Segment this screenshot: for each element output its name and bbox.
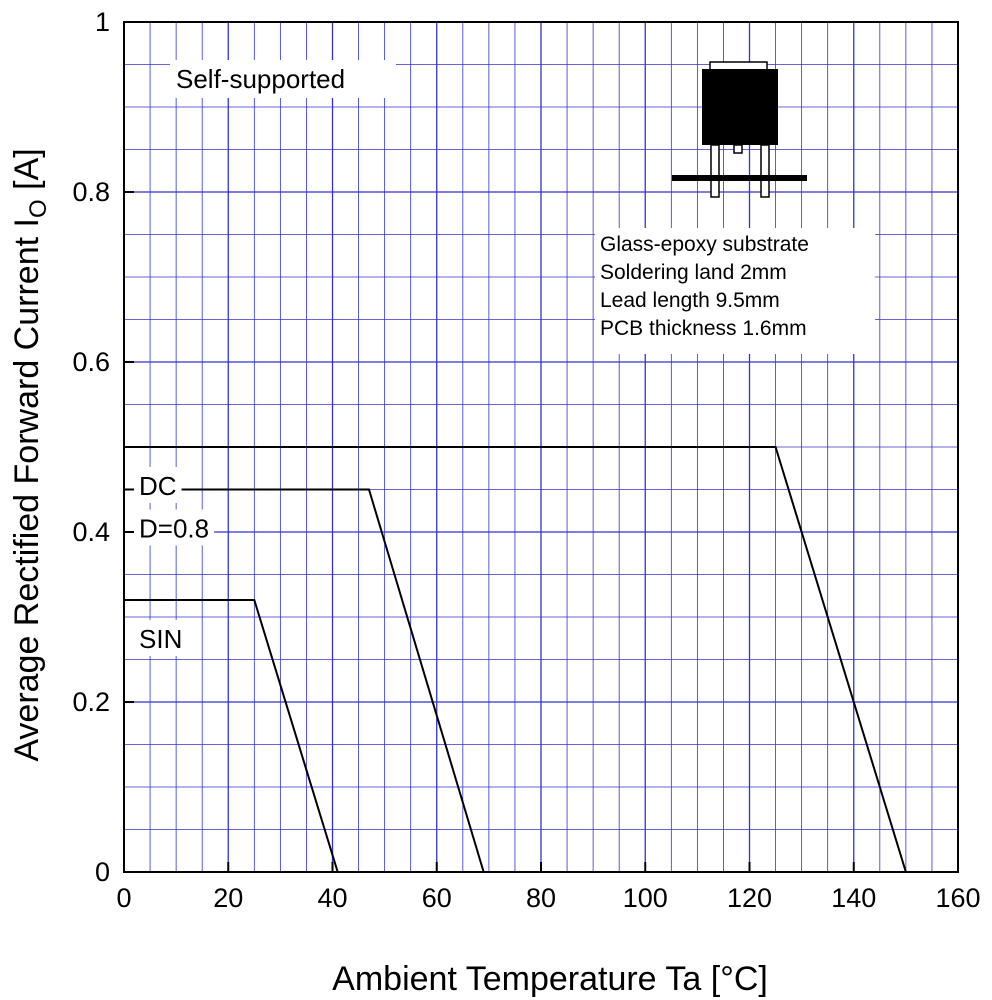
series-label-bg <box>134 509 215 546</box>
y-tick-label: 0 <box>95 857 110 887</box>
series-labels: DC D=0.8 SIN <box>134 467 215 656</box>
y-tick-label: 0.8 <box>72 177 110 207</box>
self-supported-label: Self-supported <box>176 64 345 94</box>
note-substrate: Glass-epoxy substrate <box>600 233 809 256</box>
series-lines <box>124 446 907 873</box>
x-tick-label: 160 <box>935 883 980 913</box>
x-tick-label: 40 <box>317 883 347 913</box>
y-axis-title: Average Rectified Forward Current IO [A] <box>8 148 52 761</box>
note-pcb-thickness: PCB thickness 1.6mm <box>600 317 807 340</box>
series-line-d-0-8 <box>124 488 485 873</box>
x-tick-label: 140 <box>831 883 876 913</box>
series-label-bg <box>134 620 188 656</box>
series-label-bg <box>134 467 182 503</box>
series-label-d-0-8: D=0.8 <box>139 514 209 544</box>
package-diagram-icon <box>672 61 807 198</box>
y-axis-title-unit: [A] <box>8 148 46 199</box>
x-tick-label: 100 <box>623 883 668 913</box>
y-tick-label: 0.4 <box>72 517 110 547</box>
series-line-sin <box>124 599 339 873</box>
x-axis-title: Ambient Temperature Ta [°C] <box>332 960 768 998</box>
y-tick-label: 0.6 <box>72 347 110 377</box>
series-line-dc <box>124 446 907 873</box>
x-tick-label: 20 <box>213 883 243 913</box>
series-label-dc: DC <box>139 471 177 501</box>
x-tick-label: 0 <box>116 883 131 913</box>
annotation: Self-supported <box>170 60 396 98</box>
mounting-notes: Glass-epoxy substrate Soldering land 2mm… <box>595 228 875 354</box>
x-tick-label: 80 <box>526 883 556 913</box>
y-axis-title-subscript: O <box>25 199 52 218</box>
note-lead-length: Lead length 9.5mm <box>600 289 780 312</box>
x-tick-label: 60 <box>422 883 452 913</box>
series-label-sin: SIN <box>139 624 182 654</box>
note-soldering-land: Soldering land 2mm <box>600 261 787 284</box>
x-tick-label: 120 <box>727 883 772 913</box>
y-axis-title-main: Average Rectified Forward Current I <box>8 218 46 762</box>
y-tick-label: 1 <box>95 7 110 37</box>
y-tick-label: 0.2 <box>72 687 110 717</box>
axis-ticks: 0 20 40 60 80 100 120 140 160 0 0.2 0.4 0.6 0.8 1 <box>72 7 980 913</box>
